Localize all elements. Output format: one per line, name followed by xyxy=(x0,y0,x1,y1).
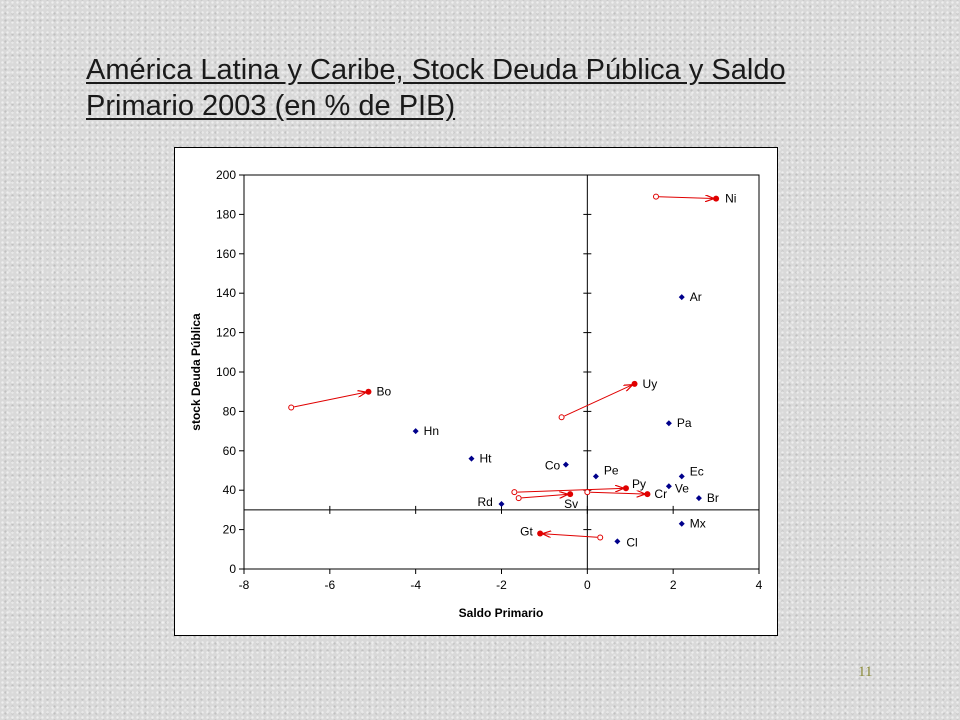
change-arrow xyxy=(543,534,598,538)
data-point-rd xyxy=(498,500,505,507)
page-number: 11 xyxy=(858,664,873,680)
point-label-cl: Cl xyxy=(626,535,637,549)
point-label-py: Py xyxy=(632,477,646,491)
data-point-br xyxy=(695,495,702,502)
data-point-ni xyxy=(713,195,720,202)
point-label-cr: Cr xyxy=(654,487,667,501)
point-label-mx: Mx xyxy=(690,517,706,531)
x-tick-label: -2 xyxy=(496,578,507,592)
change-arrow xyxy=(521,494,568,497)
data-point-pa xyxy=(665,420,672,427)
previous-position-marker xyxy=(558,414,565,421)
data-point-sv xyxy=(567,491,574,498)
point-label-ar: Ar xyxy=(690,290,702,304)
data-point-gt xyxy=(537,530,544,537)
previous-position-marker xyxy=(511,489,518,496)
data-point-mx xyxy=(678,520,685,527)
point-label-ni: Ni xyxy=(725,192,736,206)
x-tick-label: -6 xyxy=(324,578,335,592)
data-point-bo xyxy=(365,388,372,395)
point-label-uy: Uy xyxy=(643,377,658,391)
data-point-hn xyxy=(412,428,419,435)
chart-frame: -8 -6 -4 -2 0 2 4 0 20 40 60 80 100 120 140 160 180 200 N… xyxy=(174,147,778,636)
data-point-cl xyxy=(614,538,621,545)
point-label-ve: Ve xyxy=(675,481,689,495)
y-tick-label: 0 xyxy=(229,562,236,576)
x-tick-label: 4 xyxy=(756,578,763,592)
data-point-co xyxy=(562,461,569,468)
y-tick-label: 100 xyxy=(216,365,236,379)
x-tick-label: -8 xyxy=(239,578,250,592)
data-point-ht xyxy=(468,455,475,462)
x-tick-label: 2 xyxy=(670,578,677,592)
point-label-co: Co xyxy=(545,459,561,473)
change-arrow xyxy=(564,385,632,417)
y-tick-label: 160 xyxy=(216,247,236,261)
y-tick-label: 200 xyxy=(216,168,236,182)
point-label-br: Br xyxy=(707,491,719,505)
data-point-uy xyxy=(631,380,638,387)
x-axis-label: Saldo Primario xyxy=(459,606,544,620)
previous-position-marker xyxy=(288,404,295,411)
point-label-rd: Rd xyxy=(478,495,493,509)
point-label-pa: Pa xyxy=(677,416,692,430)
point-label-pe: Pe xyxy=(604,463,619,477)
data-point-ec xyxy=(678,473,685,480)
point-label-sv: Sv xyxy=(564,497,578,511)
y-tick-label: 80 xyxy=(223,404,237,418)
point-label-ec: Ec xyxy=(690,464,704,478)
slide-title: América Latina y Caribe, Stock Deuda Púb… xyxy=(86,54,786,122)
point-label-ht: Ht xyxy=(479,452,492,466)
change-arrow xyxy=(517,488,623,493)
x-tick-label: -4 xyxy=(410,578,421,592)
y-tick-label: 40 xyxy=(223,483,237,497)
y-tick-label: 20 xyxy=(223,523,237,537)
previous-position-marker xyxy=(515,495,522,502)
point-label-hn: Hn xyxy=(424,424,439,438)
data-point-py xyxy=(622,485,629,492)
y-tick-label: 120 xyxy=(216,326,236,340)
data-point-ar xyxy=(678,294,685,301)
previous-position-marker xyxy=(584,489,591,496)
point-label-bo: Bo xyxy=(376,385,391,399)
change-arrow xyxy=(590,492,644,494)
data-point-pe xyxy=(592,473,599,480)
change-arrow xyxy=(658,197,713,199)
data-point-cr xyxy=(644,491,651,498)
x-tick-label: 0 xyxy=(584,578,591,592)
previous-position-marker xyxy=(597,534,604,541)
point-label-gt: Gt xyxy=(520,525,533,539)
y-tick-label: 60 xyxy=(223,444,237,458)
change-arrow xyxy=(294,392,365,408)
data-point-ve xyxy=(665,483,672,490)
y-tick-label: 140 xyxy=(216,286,236,300)
y-axis-label: stock Deuda Pública xyxy=(189,313,203,431)
previous-position-marker xyxy=(653,193,659,200)
y-tick-label: 180 xyxy=(216,207,236,221)
